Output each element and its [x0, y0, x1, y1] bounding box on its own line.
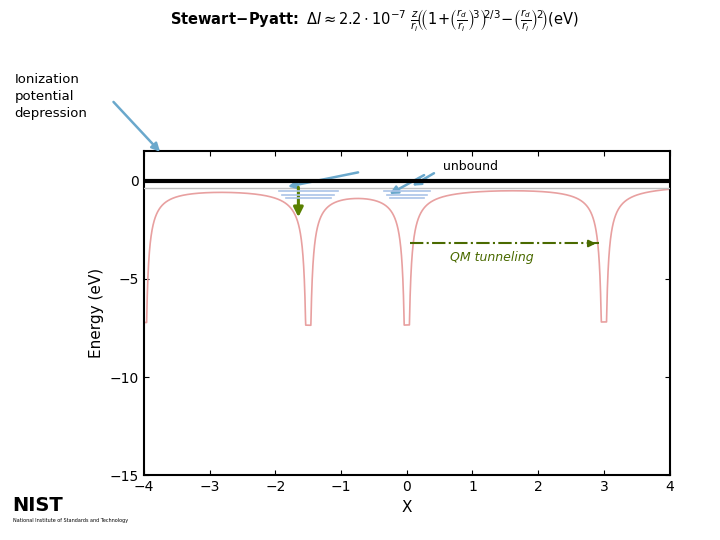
X-axis label: X: X — [402, 500, 412, 515]
Text: $\mathbf{Stewart\!-\!Pyatt\!:}\ \Delta I \approx 2.2 \cdot 10^{-7}\ \frac{z}{r_i: $\mathbf{Stewart\!-\!Pyatt\!:}\ \Delta I… — [170, 8, 579, 35]
Text: NIST: NIST — [13, 496, 63, 515]
Text: unbound: unbound — [443, 160, 498, 173]
Text: National Institute of Standards and Technology: National Institute of Standards and Tech… — [13, 518, 127, 523]
Y-axis label: Energy (eV): Energy (eV) — [89, 268, 104, 358]
Text: Ionization
potential
depression: Ionization potential depression — [14, 73, 87, 120]
Text: QM tunneling: QM tunneling — [449, 251, 533, 264]
